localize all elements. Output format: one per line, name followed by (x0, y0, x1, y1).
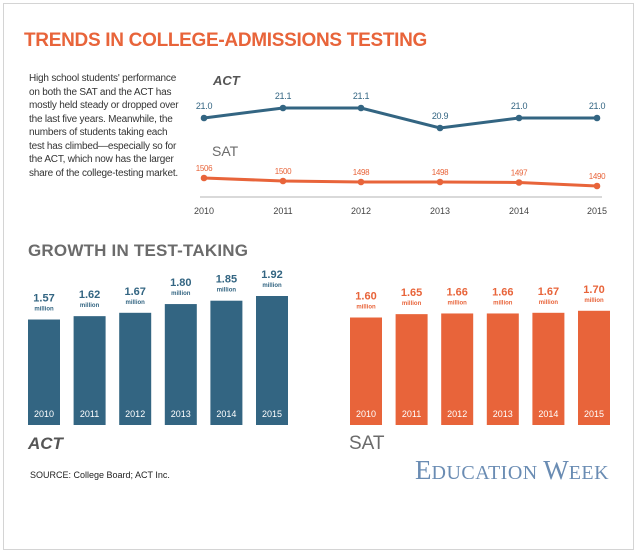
sat-bar-value-label: 1.65 (401, 287, 422, 299)
act-bar-unit-label: million (34, 307, 54, 313)
act-bar-year-label: 2010 (34, 409, 54, 419)
sat-score-point (436, 178, 444, 186)
act-bar-value-label: 1.62 (79, 289, 100, 301)
sat-score-label: 1506 (196, 164, 213, 173)
act-score-point (279, 104, 287, 112)
act-score-label: 21.0 (511, 101, 528, 111)
sat-bar-year-label: 2012 (447, 409, 467, 419)
sat-bar-value-label: 1.66 (446, 286, 467, 298)
act-bar (28, 319, 60, 425)
act-bar-chart-label: ACT (27, 434, 65, 453)
act-bar-year-label: 2015 (262, 409, 282, 419)
sat-bar (350, 317, 382, 425)
line-chart-x-tick: 2012 (351, 206, 371, 216)
act-bar-year-label: 2011 (80, 409, 99, 419)
line-chart-x-tick: 2010 (194, 206, 214, 216)
education-week-logo: EDUCATION WEEK (415, 455, 610, 485)
act-bar-unit-label: million (80, 303, 100, 309)
sat-score-point (279, 177, 287, 185)
sat-bar-value-label: 1.66 (492, 286, 513, 298)
act-bar (256, 296, 288, 425)
act-bar (73, 316, 106, 425)
sat-bar (578, 310, 610, 425)
sat-bar-year-label: 2013 (493, 409, 513, 419)
act-score-label: 21.1 (353, 91, 370, 101)
act-bar-unit-label: million (171, 291, 191, 297)
sat-score-point (515, 179, 523, 186)
sat-bar-value-label: 1.70 (583, 284, 604, 296)
sat-bar-unit-label: million (448, 300, 468, 306)
sat-score-label: 1497 (511, 169, 528, 178)
sat-bar-value-label: 1.67 (538, 286, 559, 298)
sat-bar (441, 313, 474, 425)
act-score-point (593, 114, 601, 122)
sat-bar (532, 312, 565, 425)
infographic-title: TRENDS IN COLLEGE-ADMISSIONS TESTING (24, 30, 427, 51)
sat-bar (486, 313, 519, 425)
growth-section-title: GROWTH IN TEST-TAKING (28, 241, 249, 260)
sat-score-label: 1500 (275, 167, 292, 176)
line-chart-x-tick: 2014 (509, 206, 529, 216)
act-score-label: 21.0 (196, 101, 213, 111)
act-bar-year-label: 2012 (125, 409, 145, 419)
line-chart-x-tick: 2011 (273, 206, 292, 216)
act-bar-value-label: 1.85 (216, 274, 237, 286)
act-score-label: 20.9 (432, 111, 449, 121)
sat-score-point (593, 182, 601, 190)
sat-bar-value-label: 1.60 (355, 291, 376, 303)
act-bar-unit-label: million (217, 288, 237, 294)
sat-bar-unit-label: million (356, 305, 376, 311)
act-bar-value-label: 1.67 (124, 286, 145, 298)
sat-bar-chart-label: SAT (349, 433, 385, 454)
act-series-label: ACT (212, 73, 241, 88)
act-score-label: 21.0 (589, 101, 606, 111)
sat-score-point (200, 174, 208, 182)
infographic-frame (3, 3, 634, 550)
sat-bar-unit-label: million (539, 300, 559, 306)
sat-bar-year-label: 2015 (584, 409, 604, 419)
act-score-label: 21.1 (275, 91, 292, 101)
line-chart-x-tick: 2015 (587, 206, 607, 216)
act-score-line (203, 106, 597, 130)
source-note: SOURCE: College Board; ACT Inc. (30, 470, 170, 480)
act-bar-value-label: 1.57 (33, 293, 54, 305)
act-bar-year-label: 2014 (216, 409, 236, 419)
sat-bar-year-label: 2014 (538, 409, 558, 419)
sat-bar-year-label: 2010 (356, 409, 376, 419)
sat-score-label: 1498 (353, 168, 370, 177)
sat-bar (395, 314, 428, 425)
sat-score-point (357, 178, 365, 186)
act-bar-unit-label: million (262, 283, 282, 289)
sat-series-label: SAT (212, 143, 239, 159)
line-chart-x-tick: 2013 (430, 206, 450, 216)
act-bar (210, 300, 243, 425)
act-score-point (200, 114, 208, 122)
intro-paragraph: High school students' performance on bot… (29, 73, 179, 179)
act-bar (119, 312, 152, 425)
act-bar-year-label: 2013 (171, 409, 191, 419)
act-score-point (436, 124, 444, 132)
act-bar-value-label: 1.92 (261, 269, 282, 281)
act-score-point (515, 114, 523, 122)
sat-score-label: 1490 (589, 172, 606, 181)
act-bar-unit-label: million (126, 300, 146, 306)
act-bar-value-label: 1.80 (170, 277, 191, 289)
sat-bar-unit-label: million (584, 298, 604, 304)
sat-bar-unit-label: million (493, 300, 513, 306)
act-score-point (357, 104, 365, 112)
sat-score-line (203, 176, 598, 188)
sat-bar-year-label: 2011 (402, 409, 421, 419)
act-bar (164, 304, 197, 425)
sat-score-label: 1498 (432, 168, 449, 177)
sat-bar-unit-label: million (402, 301, 422, 307)
